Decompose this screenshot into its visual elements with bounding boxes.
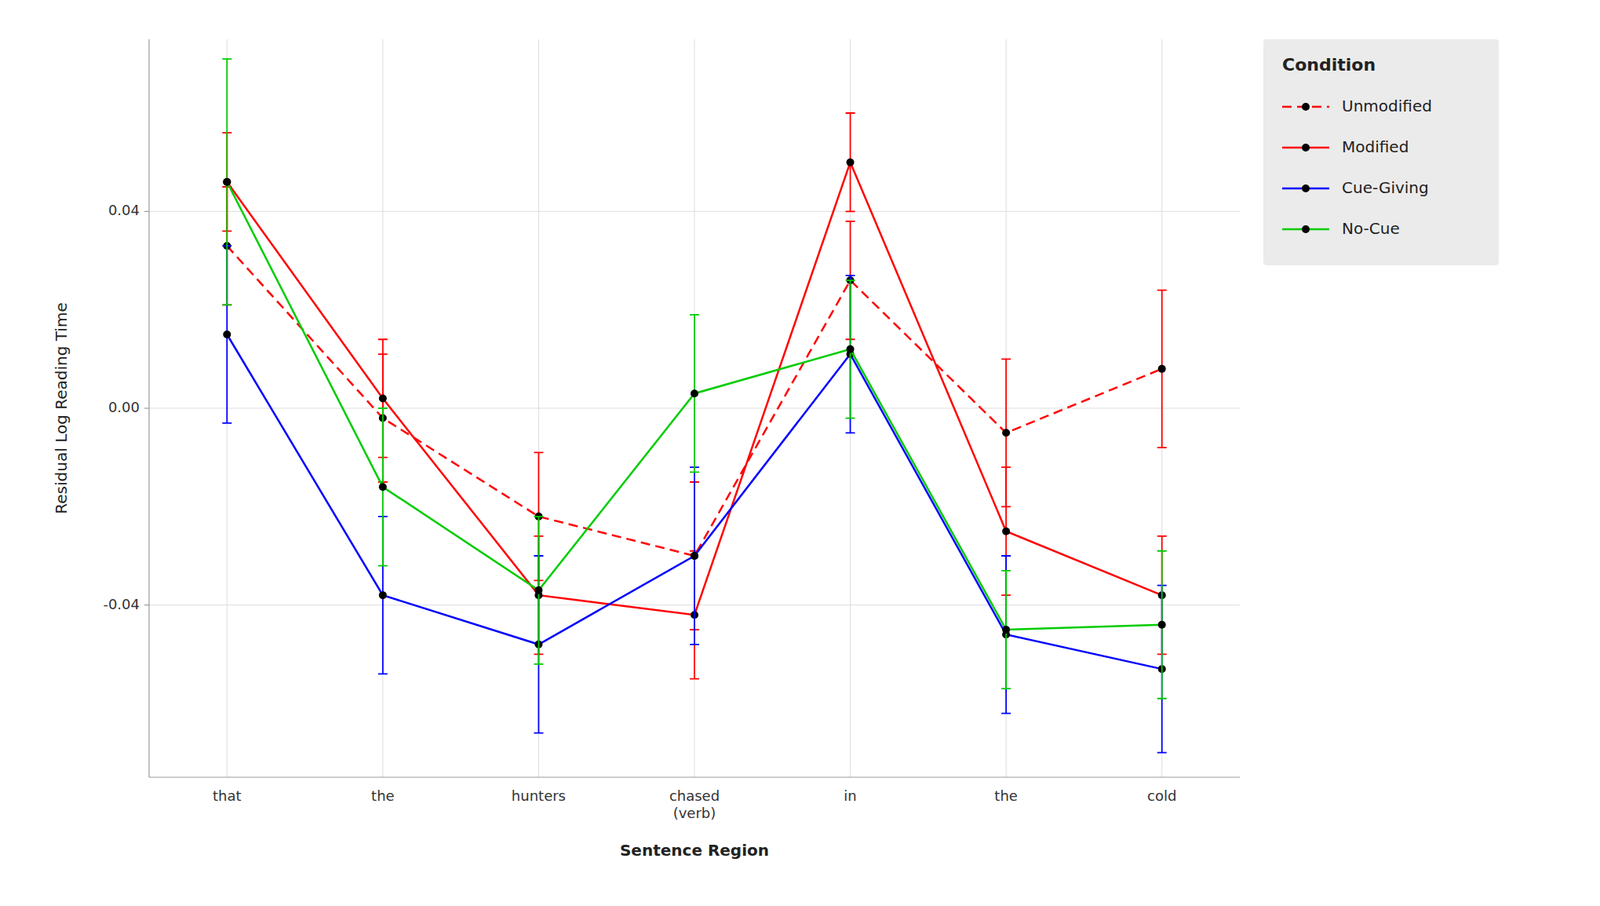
y-tick-label: -0.04 [102, 595, 140, 613]
x-tick-label: the [994, 787, 1018, 804]
y-axis-line [148, 39, 150, 777]
x-tick-label-line: the [994, 787, 1018, 804]
error-bar [1001, 570, 1011, 689]
point [1002, 527, 1010, 536]
legend-marker [1301, 184, 1310, 193]
x-tick-label: hunters [511, 787, 566, 804]
point [846, 158, 855, 167]
point [534, 586, 543, 595]
error-bar [533, 516, 544, 664]
x-tick-label-line: cold [1147, 787, 1177, 804]
legend-label: No-Cue [1341, 218, 1400, 238]
error-bar [689, 314, 700, 473]
y-tick [144, 408, 150, 409]
point [379, 393, 387, 402]
point [222, 330, 231, 339]
error-bar [1157, 290, 1167, 449]
point [379, 590, 387, 599]
background [0, 0, 1600, 906]
legend-label: Cue-Giving [1341, 178, 1429, 197]
point [690, 551, 699, 560]
point [379, 482, 387, 491]
point [1002, 428, 1010, 437]
y-tick-label: 0.00 [108, 398, 140, 416]
x-tick-label-line: the [371, 787, 395, 804]
legend-box [1263, 39, 1499, 266]
error-bar [222, 58, 232, 305]
point [222, 178, 231, 186]
x-tick-label: the [371, 787, 395, 804]
x-tick-label-line: in [843, 787, 857, 804]
plot-marks [222, 58, 1167, 753]
x-axis-label: Sentence Region [619, 840, 770, 860]
grid: -0.04 0.00 0.04 that the hunters chased(verb) i… [102, 39, 1240, 821]
legend-marker [1301, 225, 1310, 234]
error-bar [1001, 555, 1011, 714]
point [1158, 364, 1167, 373]
legend-title: Condition [1282, 54, 1376, 75]
legend: Condition Unmodified Modified Cue-Giving No-… [1263, 39, 1499, 266]
x-tick-label: chased(verb) [669, 787, 720, 821]
error-bar [1157, 550, 1167, 699]
x-tick-label: in [843, 787, 857, 804]
point [222, 178, 231, 186]
y-tick-label: 0.04 [108, 201, 140, 219]
point [1002, 625, 1010, 634]
series [222, 245, 1167, 752]
point [690, 389, 699, 398]
error-bar [689, 466, 700, 645]
y-tick [144, 604, 150, 606]
legend-label: Modified [1341, 137, 1409, 157]
x-tick-label-line: (verb) [673, 804, 717, 821]
x-tick-label-line: hunters [511, 787, 566, 804]
error-bar [845, 280, 856, 418]
legend-marker [1301, 143, 1310, 152]
x-tick-label: cold [1147, 787, 1177, 804]
x-tick-label: that [212, 787, 242, 804]
chart: -0.04 0.00 0.04 that the hunters chased(verb) i… [0, 0, 1600, 906]
x-axis-line [149, 776, 1240, 777]
x-tick-label-line: that [212, 787, 242, 804]
legend-marker [1301, 102, 1310, 111]
y-tick [144, 211, 150, 212]
point [1158, 620, 1167, 629]
legend-label: Unmodified [1341, 96, 1433, 116]
point [846, 345, 855, 354]
error-bar [845, 112, 856, 212]
series [222, 112, 1167, 679]
point [690, 551, 699, 560]
error-bar [378, 408, 388, 566]
x-tick-label-line: chased [669, 787, 720, 804]
series [222, 58, 1167, 699]
series-line [226, 182, 1162, 630]
y-axis-label: Residual Log Reading Time [51, 302, 71, 514]
